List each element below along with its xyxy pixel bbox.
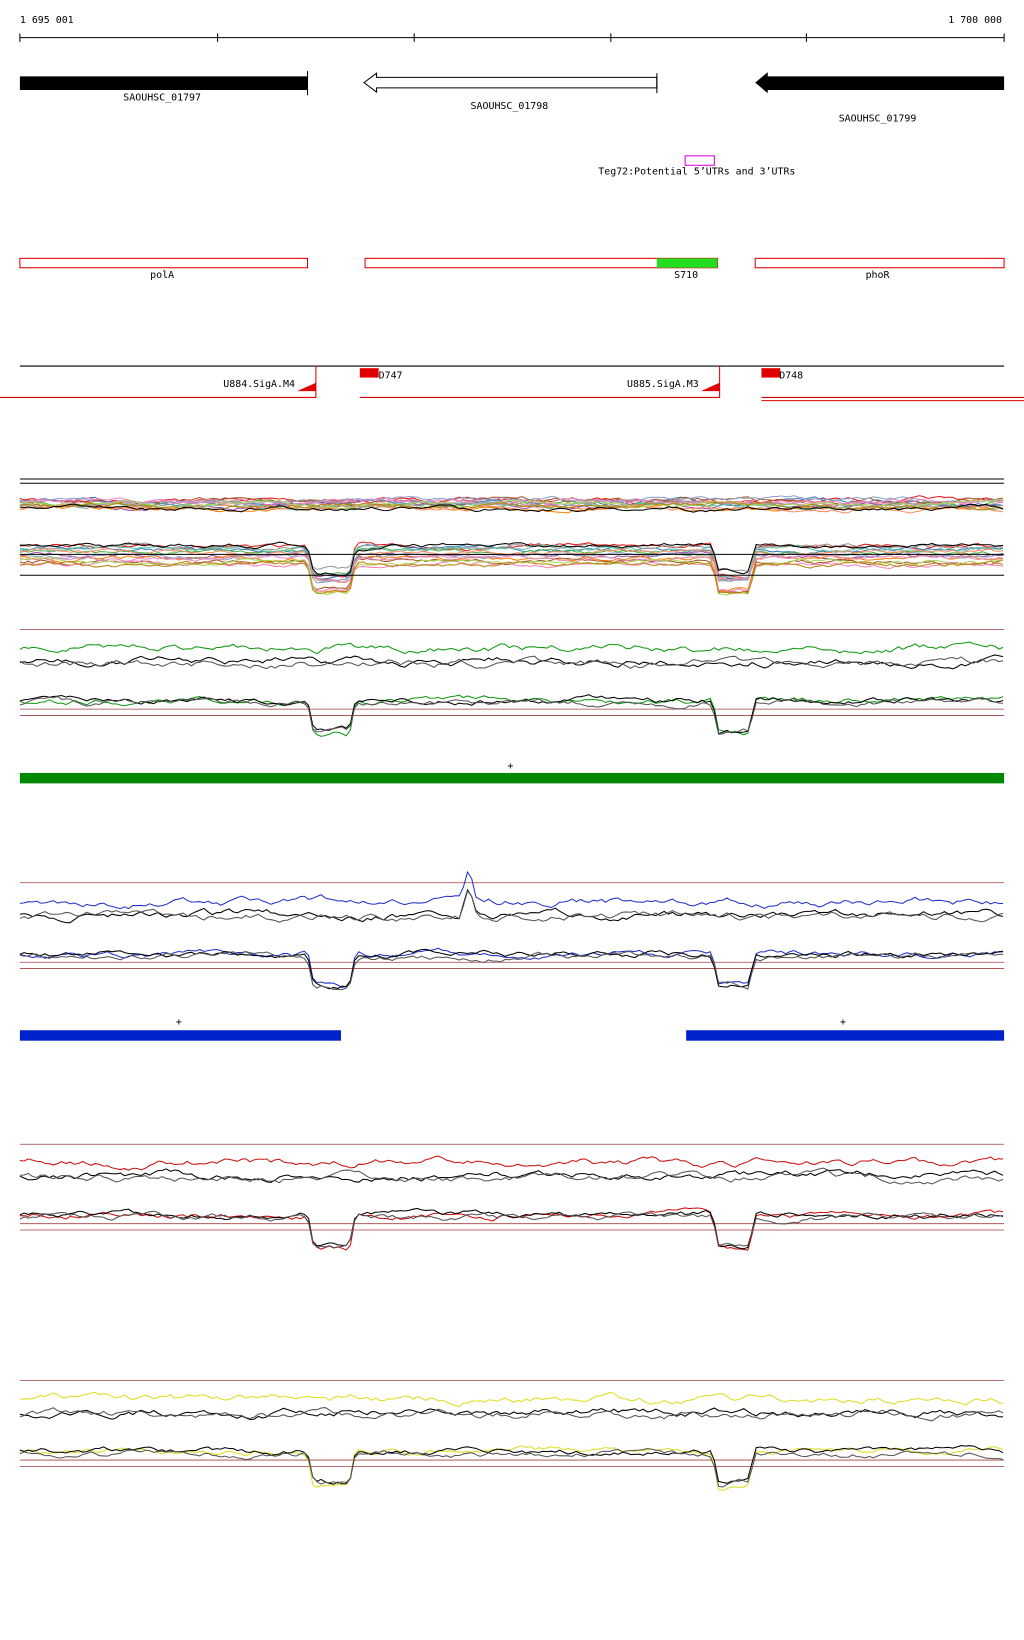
profile-line [19,889,1004,923]
ruler-end: 1 700 000 [948,15,1002,26]
promoter-label: U885.SigA.M3 [627,379,699,390]
profile-line [19,1447,1004,1488]
profile-line [19,695,1004,735]
profile-line [19,1167,1004,1185]
profile-line [19,1155,1004,1171]
profile-line [19,560,1004,594]
promoter-label: D748 [779,371,803,382]
promoter-mark [359,368,379,378]
profile-line [19,1391,1004,1408]
promoter-mark [761,368,781,378]
gene-arrow [363,72,658,94]
profile-line [19,1207,1004,1251]
profile-line [19,497,1004,508]
profile-line [19,654,1004,670]
strand-mark: + [176,1017,182,1028]
utr-label: Teg72:Potential 5’UTRs and 3’UTRs [598,167,795,178]
strand-bar [19,1030,341,1041]
operon [754,257,1005,269]
operon-label: polA [150,270,174,281]
profile-line [19,542,1004,572]
gene-label: SAOUHSC_01798 [471,101,549,112]
operon-segment [656,258,718,268]
profile-line [19,554,1004,593]
profile-line [19,655,1004,670]
promoter-label: U884.SigA.M4 [223,379,295,390]
profile-line [19,560,1004,593]
profile-line [19,1407,1004,1422]
profile-line [19,500,1004,511]
operon-label: S710 [674,270,698,281]
profile-line [19,498,1004,510]
profile-line [19,1210,1004,1249]
strand-mark: + [507,761,513,772]
gene-arrow [755,72,1005,94]
profile-line [19,1445,1004,1492]
profile-line [19,948,1004,990]
profile-line [19,541,1004,577]
terminator [359,366,721,398]
ruler-start: 1 695 001 [20,15,74,26]
profile-line [19,888,1004,924]
gene-label: SAOUHSC_01799 [839,113,917,124]
profile-line [19,1445,1004,1485]
profile-line [19,641,1004,655]
profile-line [19,544,1004,582]
promoter-label: D747 [379,371,403,382]
profile-line [19,951,1004,991]
gene-label: SAOUHSC_01797 [123,92,201,103]
operon [19,257,309,269]
operon-label: phoR [866,270,890,281]
ruler [19,33,1005,42]
strand-mark: + [840,1017,846,1028]
expression-tracks [19,478,1005,1492]
profile-line [19,870,1004,910]
promoter-mark [700,382,720,392]
promoter-mark [297,382,316,392]
strand-bar [686,1030,1005,1041]
gene-arrow [19,76,308,90]
profile-line [19,554,1004,583]
utr-box [684,155,715,166]
strand-bar [19,772,1005,784]
profile-line [19,503,1004,513]
profile-line [19,1168,1004,1184]
terminator [0,366,317,398]
profile-line [19,947,1004,989]
